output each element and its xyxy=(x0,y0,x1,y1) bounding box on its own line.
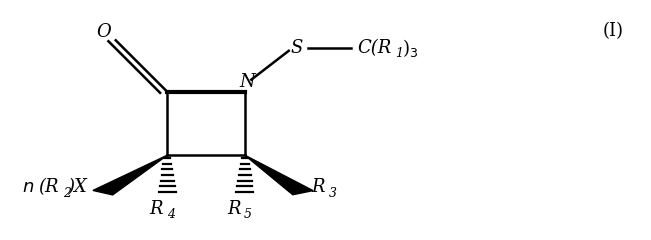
Text: 1: 1 xyxy=(395,47,403,60)
Text: R: R xyxy=(150,200,163,218)
Text: O: O xyxy=(97,23,111,41)
Text: 4: 4 xyxy=(167,209,174,222)
Text: R: R xyxy=(311,178,325,196)
Text: 2: 2 xyxy=(62,187,71,200)
Text: )$_3$: )$_3$ xyxy=(402,37,419,59)
Text: C(R: C(R xyxy=(358,39,392,57)
Text: R: R xyxy=(227,200,241,218)
Text: N: N xyxy=(239,73,255,91)
Polygon shape xyxy=(245,155,313,195)
Text: (I): (I) xyxy=(602,22,623,40)
Text: (R: (R xyxy=(38,178,59,196)
Text: $n$: $n$ xyxy=(22,178,35,196)
Text: S: S xyxy=(290,39,303,57)
Text: 5: 5 xyxy=(244,209,252,222)
Text: 3: 3 xyxy=(329,187,337,200)
Polygon shape xyxy=(93,155,167,195)
Text: )X: )X xyxy=(67,178,87,196)
